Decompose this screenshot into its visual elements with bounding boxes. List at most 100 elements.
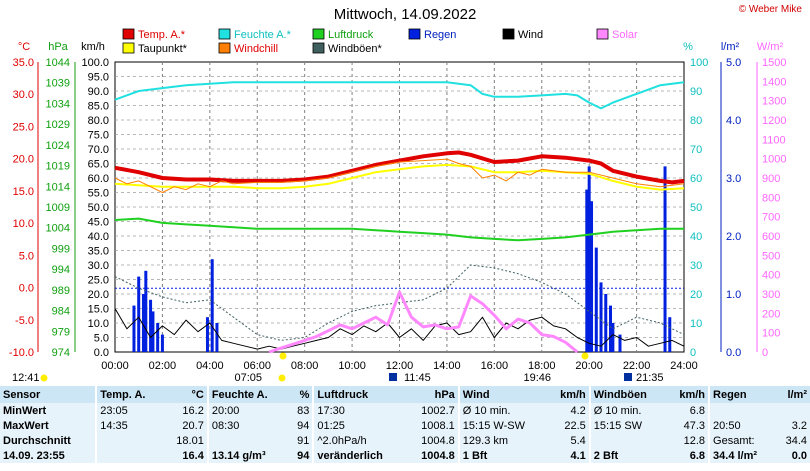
stats-cell: 83 [297,404,310,417]
stats-cell: 34.4 [785,434,807,447]
stats-cell: 17:30 [312,403,407,418]
temp-axis-title: °C [18,41,30,53]
legend-label: Taupunkt* [138,43,188,55]
solar-tick-label: 1500 [762,57,786,69]
pressure-tick-label: 1024 [46,140,70,152]
stats-cell: Durchschnitt [3,434,71,447]
stats-cell: 23:05 [95,403,164,418]
stats-cell: 15:15 W-SW [457,418,548,433]
wind-tick-label: 75.0 [88,130,109,142]
wind-tick-label: 80.0 [88,115,109,127]
stats-cell: 01:25 [312,418,407,433]
wind-tick-label: 50.0 [88,202,109,214]
pressure-tick-label: 979 [52,326,70,338]
stats-cell: Gesamt: [708,433,775,448]
pressure-tick-label: 1044 [46,57,70,69]
rain-bar [590,201,594,352]
wind-tick-label: 55.0 [88,188,109,200]
stats-cell: 08:30 [206,418,289,433]
stats-cell: 91 [297,434,310,447]
stats-cell: 34.4 l/m² [708,448,775,463]
legend-swatch [596,28,609,40]
temp-tick-label: -5.0 [15,315,34,327]
temp-tick-label: 10.0 [13,218,34,230]
stats-cell: 14:35 [95,418,164,433]
stats-row: Sensor Temp. A. °C Feuchte A.% Luftdruck hPa W… [0,386,810,403]
legend-swatch [502,28,515,40]
wind-tick-label: 25.0 [88,275,109,287]
solar-tick-label: 400 [762,270,780,282]
stats-cell: l/m² [774,386,810,403]
wind-tick-label: 90.0 [88,86,109,98]
wind-tick-label: 0.0 [94,347,109,359]
stats-cell [708,403,775,418]
temp-tick-label: 35.0 [13,57,34,69]
x-tick-label: 20:00 [575,360,603,372]
stats-cell: 1 Bft [457,448,548,463]
humidity-tick-label: 80 [690,115,702,127]
sun-marker-label: 19:46 [523,372,551,384]
stats-row: Durchschnitt 18.01 91 ^2.0hPa/h 1004.8 129.3 … [0,433,810,448]
stats-cell: 94 [297,419,310,432]
stats-cell: 6.8 [689,404,706,417]
wind-tick-label: 20.0 [88,289,109,301]
moon-icon [624,373,632,381]
sun-icon [278,374,286,382]
x-tick-label: 02:00 [149,360,177,372]
solar-tick-label: 700 [762,212,780,224]
solar-tick-label: 800 [762,192,780,204]
stats-cell: 2 Bft [588,448,667,463]
humidity-tick-label: 50 [690,202,702,214]
rain-bar [210,259,214,352]
series-line [114,150,685,185]
stats-cell: 20:50 [708,418,775,433]
pressure-tick-label: 974 [52,347,70,359]
stats-cell: MinWert [3,404,47,417]
pressure-tick-label: 1034 [46,98,70,110]
legend-label: Windböen* [328,43,383,55]
solar-tick-label: 300 [762,289,780,301]
stats-cell: 47.3 [683,419,706,432]
solar-tick-label: 900 [762,173,780,185]
stats-cell: 129.3 km [457,433,548,448]
stats-cell: Ø 10 min. [588,403,667,418]
legend-label: Temp. A.* [138,29,186,41]
x-tick-label: 14:00 [433,360,461,372]
stats-cell: km/h [547,386,590,403]
stats-cell: 4.2 [570,404,586,417]
solar-tick-label: 1100 [762,134,786,146]
series-line [114,264,685,341]
rain-bar [156,323,160,352]
stats-cell: 0.0 [791,449,807,462]
stats-cell: 6.8 [689,449,706,462]
weather-chart: 00:00 02:00 04:00 06:00 08:00 10:00 12:00 14:00… [9,28,786,384]
wind-tick-label: 60.0 [88,173,109,185]
wind-tick-label: 5.0 [94,333,109,345]
pressure-tick-label: 1039 [46,78,70,90]
legend-label: Windchill [234,43,278,55]
sun-icon [279,352,287,360]
solar-tick-label: 1000 [762,154,786,166]
pressure-tick-label: 989 [52,285,70,297]
rain-bar [599,282,603,352]
stats-cell: 1002.7 [421,404,455,417]
stats-cell: 20.7 [182,419,204,432]
series-line [114,217,684,242]
series-line [114,158,685,193]
pressure-tick-label: 1019 [46,161,70,173]
solar-tick-label: 200 [762,308,780,320]
rain-bar [594,247,598,352]
solar-tick-label: 500 [762,250,780,262]
stats-table: Sensor Temp. A. °C Feuchte A.% Luftdruck hPa W… [0,386,810,463]
legend-label: Wind [518,29,543,41]
sun-icon [581,352,589,360]
rain-bar [149,299,153,352]
x-tick-label: 08:00 [291,360,319,372]
stats-cell: 4.1 [570,449,586,462]
copyright-label: © Weber Mike [738,4,802,15]
rain-bar [663,166,667,352]
stats-row: MinWert 23:05 16.2 20:00 83 17:30 1002.7 Ø 10 m… [0,403,810,418]
humidity-tick-label: 60 [690,173,702,185]
rain-tick-label: 2.0 [726,231,741,243]
rain-bar [141,294,145,352]
